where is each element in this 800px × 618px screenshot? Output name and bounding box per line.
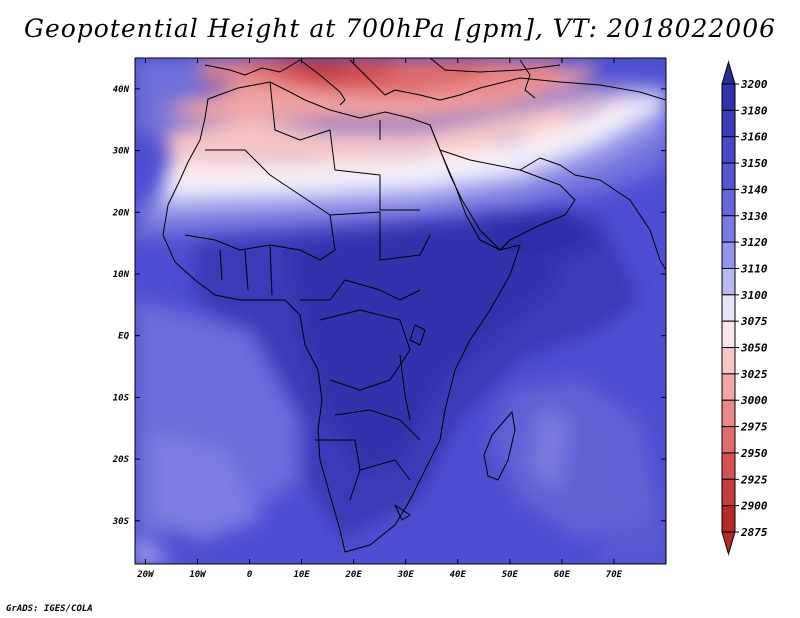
colorbar-label: 3130 (740, 210, 768, 223)
colorbar-label: 2975 (740, 421, 768, 434)
x-tick-label: 20E (345, 570, 363, 580)
colorbar-label: 3200 (740, 78, 768, 91)
colorbar-label: 3120 (740, 236, 768, 249)
colorbar-label: 2950 (740, 447, 768, 460)
colorbar-label: 3110 (740, 262, 768, 275)
colorbar-label: 3075 (740, 315, 768, 328)
colorbar-label: 3000 (740, 394, 768, 407)
colorbar-swatch (721, 399, 736, 428)
colorbar-label: 2900 (740, 500, 768, 513)
x-tick-label: 20W (136, 570, 155, 580)
y-tick-label: EQ (118, 332, 129, 342)
x-tick-label: 40E (450, 570, 467, 580)
y-tick-label: 30N (112, 147, 130, 157)
colorbar-swatch (721, 136, 736, 164)
colorbar: 3200 3180 3160 3150 3140 3130 3120 3110 3100 3075… (721, 60, 768, 556)
colorbar-label: 2925 (740, 473, 768, 486)
colorbar-swatch (721, 478, 736, 507)
x-tick-label: 10W (189, 570, 207, 580)
colorbar-label: 3140 (740, 183, 768, 196)
y-tick-label: 20S (112, 455, 130, 465)
x-tick-label: 60E (554, 570, 571, 580)
colorbar-swatch (721, 426, 736, 454)
colorbar-swatch (721, 267, 736, 296)
colorbar-label: 3150 (740, 157, 768, 170)
x-tick-label: 30E (397, 570, 415, 580)
colorbar-swatch (721, 373, 736, 401)
colorbar-swatch (721, 347, 736, 375)
colorbar-swatch (721, 294, 736, 322)
colorbar-label: 3100 (740, 289, 768, 302)
x-axis: 20W 10W 0 10E 20E 30E 40E 50E 60E 70E (136, 58, 623, 580)
colorbar-swatch (721, 505, 736, 533)
y-axis: 40N 30N 20N 10N EQ 10S 20S 30S (112, 85, 666, 527)
map-title: Geopotential Height at 700hPa [gpm], VT:… (23, 14, 777, 43)
colorbar-bottom-arrow (721, 531, 736, 556)
colorbar-label: 3025 (740, 368, 768, 381)
y-tick-label: 20N (112, 208, 130, 218)
colorbar-label: 3160 (740, 131, 768, 144)
colorbar-swatch (721, 109, 736, 138)
colorbar-swatch (721, 452, 736, 480)
colorbar-swatch (721, 241, 736, 269)
colorbar-label: 3180 (740, 104, 768, 117)
x-tick-label: 10E (293, 570, 310, 580)
colorbar-swatch (721, 83, 736, 111)
height-field (135, 58, 666, 564)
coastlines (162, 58, 666, 553)
y-tick-label: 10S (113, 393, 130, 403)
x-tick-label: 0 (247, 570, 253, 580)
colorbar-swatch (721, 162, 736, 190)
x-tick-label: 50E (502, 570, 519, 580)
y-tick-label: 30S (112, 517, 130, 527)
colorbar-swatch (721, 188, 736, 217)
colorbar-swatch (721, 320, 736, 349)
map-frame (134, 57, 667, 565)
y-tick-label: 40N (113, 85, 130, 95)
colorbar-label: 2875 (740, 526, 768, 539)
x-tick-label: 70E (606, 570, 623, 580)
grads-credit: GrADS: IGES/COLA (6, 604, 93, 614)
colorbar-label: 3050 (740, 342, 768, 355)
y-tick-label: 10N (113, 270, 130, 280)
colorbar-top-arrow (721, 60, 736, 85)
colorbar-swatch (721, 215, 736, 243)
